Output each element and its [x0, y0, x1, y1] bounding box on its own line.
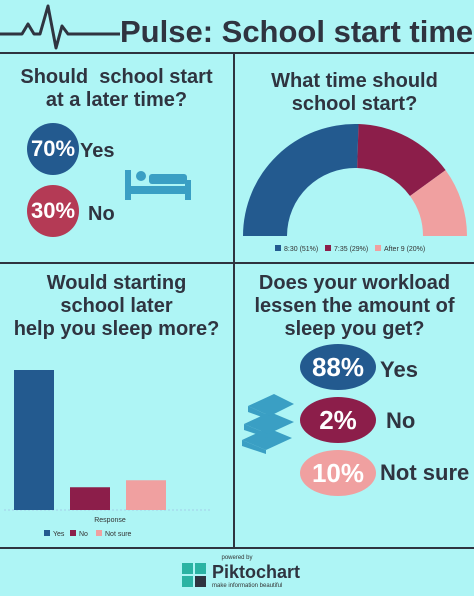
divider-bottom — [0, 547, 474, 549]
q4-notsure-label: Not sure — [380, 460, 470, 485]
q4-yes-pct: 88% — [311, 351, 365, 382]
page-title: Pulse: School start time — [120, 14, 474, 49]
q4-notsure-pct: 10% — [311, 457, 365, 488]
q3-question-line3: help you sleep more? — [13, 318, 220, 340]
bed-icon — [125, 170, 191, 200]
bar-xlabel: Response — [94, 517, 126, 524]
q2-question-line2: school start? — [291, 93, 418, 115]
sleep-more-bar-chart: Response Yes No Not sure — [4, 370, 210, 538]
q2-question: What time should school start? — [235, 70, 474, 116]
q4-no-pct: 2% — [319, 404, 357, 435]
donut-legend-label-1: 7:35 (29%) — [334, 246, 368, 253]
books-icon — [242, 394, 294, 454]
donut-legend-swatch-0 — [275, 245, 281, 251]
divider-vertical — [233, 52, 235, 548]
footer-brand[interactable]: Piktochart — [212, 562, 301, 582]
divider-middle — [0, 262, 474, 264]
bar-legend-label-2: Not sure — [105, 531, 132, 538]
start-time-donut-chart: 8:30 (51%) 7:35 (29%) After 9 (20%) — [243, 124, 467, 253]
bar-legend-swatch-1 — [70, 530, 76, 536]
bar-legend-swatch-0 — [44, 530, 50, 536]
q4-question-line2: lessen the amount of — [254, 295, 455, 317]
donut-legend-swatch-2 — [375, 245, 381, 251]
pulse-line-icon — [0, 4, 120, 50]
q4-no-label: No — [386, 408, 416, 433]
q1-question: Should school start at a later time? — [0, 66, 233, 112]
q1-question-line1: Should school start — [20, 66, 213, 88]
q3-question: Would starting school later help you sle… — [0, 272, 233, 341]
q4-question-line3: sleep you get? — [284, 318, 425, 340]
q1-no-label: No — [88, 203, 115, 225]
q4-no-oval: 2% — [300, 397, 376, 443]
q1-no-pct: 30% — [30, 198, 76, 223]
donut-slice-2 — [410, 170, 467, 236]
bar-yes — [14, 370, 54, 510]
q2-question-line1: What time should — [271, 70, 438, 92]
donut-legend-swatch-1 — [325, 245, 331, 251]
footer-powered: powered by — [221, 555, 253, 561]
bar-legend-label-1: No — [79, 531, 88, 538]
q4-yes-label: Yes — [380, 357, 418, 382]
q4-question: Does your workload lessen the amount of … — [235, 272, 474, 341]
q4-question-line1: Does your workload — [258, 272, 451, 294]
divider-top — [0, 52, 474, 54]
donut-legend-label-0: 8:30 (51%) — [284, 246, 318, 253]
q4-notsure-oval: 10% — [300, 450, 376, 496]
footer-tagline: make information beautiful — [212, 583, 283, 589]
q4-yes-oval: 88% — [300, 344, 376, 390]
q1-yes-label: Yes — [80, 140, 115, 162]
donut-legend-label-2: After 9 (20%) — [384, 246, 425, 253]
bar-not-sure — [126, 480, 166, 510]
q1-yes-pct: 70% — [30, 136, 76, 161]
q1-yes-circle: 70% — [27, 123, 79, 175]
q1-question-line2: at a later time? — [45, 89, 188, 111]
q3-question-line1: Would starting — [46, 272, 187, 294]
q1-no-circle: 30% — [27, 185, 79, 237]
bar-legend-swatch-2 — [96, 530, 102, 536]
bar-legend-label-0: Yes — [53, 531, 65, 538]
q3-question-line2: school later — [60, 295, 173, 317]
donut-slice-0 — [243, 124, 359, 236]
bar-no — [70, 487, 110, 510]
piktochart-logo-icon — [182, 563, 206, 587]
donut-slice-1 — [357, 124, 446, 197]
